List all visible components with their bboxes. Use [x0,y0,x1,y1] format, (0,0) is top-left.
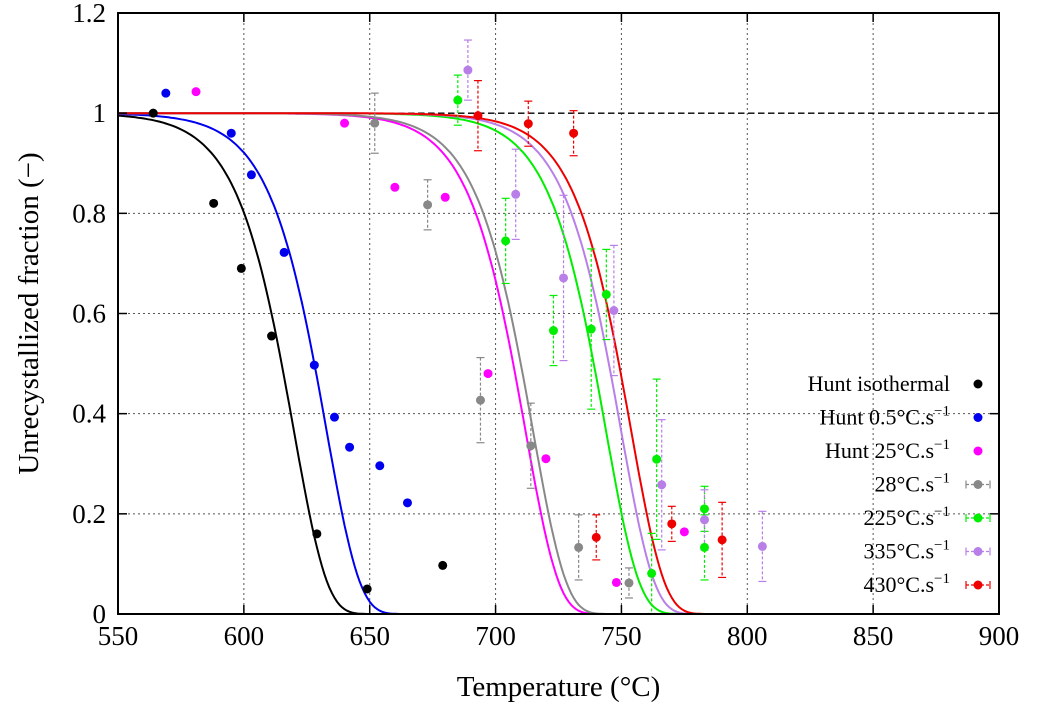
data-point [312,529,322,539]
y-tick-label: 0.2 [72,499,106,529]
data-point [647,568,657,578]
data-point [329,412,339,422]
data-point [453,95,463,105]
data-point [148,108,158,118]
data-point [611,577,621,587]
data-point [345,442,355,452]
data-point [246,170,256,180]
data-point [667,519,677,529]
legend-marker [973,379,983,389]
x-tick-label: 900 [979,621,1020,651]
legend-marker [973,513,983,523]
legend-label: 430°C.s−1 [863,571,950,597]
legend-marker [973,547,983,556]
y-tick-label: 0.8 [72,198,106,228]
axis-ticks: 550 600 650 700 750 800 850 900 0 0.2 0.4 0.6 0.8 1 1.… [72,0,1019,651]
data-point [699,542,709,552]
legend-item: 225°C.s−1 [863,504,991,530]
legend-label: 28°C.s−1 [874,471,950,497]
legend-item: Hunt isothermal [808,371,983,396]
data-points [148,65,767,594]
data-point [236,263,246,273]
y-tick-label: 0 [93,599,107,629]
x-tick-label: 700 [475,621,516,651]
y-tick-label: 1 [93,98,107,128]
x-tick-label: 800 [727,621,768,651]
data-point [511,189,521,199]
legend-item: Hunt 25°C.s−1 [825,437,983,463]
x-tick-label: 850 [853,621,894,651]
data-point [574,542,584,552]
data-point [657,480,667,490]
data-point [370,118,380,128]
x-tick-label: 550 [98,621,139,651]
error-bars [370,39,767,615]
data-point [591,532,601,542]
legend-label: Hunt 0.5°C.s−1 [819,404,950,430]
x-tick-label: 750 [601,621,642,651]
data-point [402,498,412,508]
fit-curves [117,112,924,615]
legend-label: 225°C.s−1 [863,504,950,530]
legend-marker [973,413,983,422]
data-point [501,236,511,246]
legend-item: Hunt 0.5°C.s−1 [819,404,983,430]
legend-label: 335°C.s−1 [863,538,950,564]
data-point [209,198,219,208]
data-point [267,331,277,341]
data-point [601,289,611,299]
data-point [226,128,236,138]
data-point [279,247,289,257]
y-tick-label: 0.4 [72,399,106,429]
legend-marker [973,480,983,489]
data-point [438,560,448,570]
legend-item: 430°C.s−1 [863,571,991,597]
data-point [586,324,596,334]
y-tick-label: 1.2 [72,0,106,28]
data-point [191,87,201,97]
fit-curve-3 [118,112,924,615]
legend-label: Hunt 25°C.s−1 [825,437,950,463]
legend: Hunt isothermal Hunt 0.5°C.s−1 Hunt 25°C.s… [808,371,991,597]
data-point [609,305,619,315]
data-point [717,535,727,545]
data-point [375,461,385,471]
legend-item: 28°C.s−1 [874,471,991,497]
data-point [390,182,400,192]
data-point [757,541,767,551]
legend-label: Hunt isothermal [808,371,950,396]
data-point [161,88,171,98]
data-point [362,584,372,594]
data-point [541,454,551,464]
data-point [473,111,483,121]
data-point [679,527,689,537]
data-point [652,454,662,464]
x-tick-label: 650 [349,621,390,651]
data-point [483,369,493,379]
data-point [463,65,473,75]
x-axis-title: Temperature (°C) [457,671,661,703]
y-axis-title: Unrecystallized fraction (−) [13,152,45,474]
data-point [624,578,634,588]
data-point [699,515,709,525]
data-point [475,395,485,405]
data-point [526,441,536,451]
y-tick-label: 0.6 [72,299,106,329]
data-point [559,273,569,283]
legend-marker [973,580,983,590]
legend-item: 335°C.s−1 [863,538,991,564]
data-point [523,119,533,129]
data-point [699,504,709,514]
data-point [548,326,558,336]
data-point [340,118,350,128]
x-tick-label: 600 [224,621,265,651]
data-point [440,192,450,202]
data-point [569,128,579,138]
data-point [309,360,319,370]
data-point [423,200,433,210]
legend-marker [973,446,983,456]
